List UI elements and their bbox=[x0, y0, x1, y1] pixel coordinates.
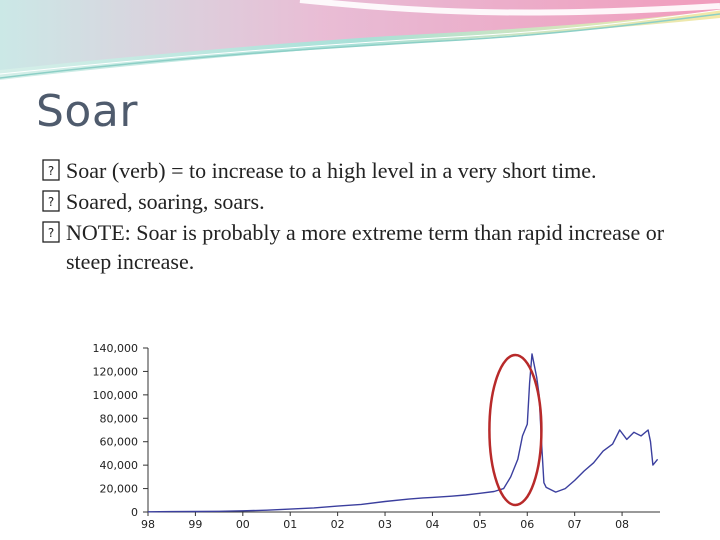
x-tick-label: 03 bbox=[378, 518, 392, 531]
y-tick-label: 60,000 bbox=[100, 436, 139, 449]
highlight-ellipse bbox=[488, 353, 543, 507]
x-tick-label: 06 bbox=[520, 518, 534, 531]
y-tick-label: 140,000 bbox=[93, 342, 139, 355]
bullet-item: ? Soar (verb) = to increase to a high le… bbox=[40, 156, 700, 185]
x-tick-label: 01 bbox=[283, 518, 297, 531]
y-tick-label: 100,000 bbox=[93, 389, 139, 402]
bullet-text: Soar (verb) = to increase to a high leve… bbox=[66, 158, 597, 183]
x-tick-label: 02 bbox=[331, 518, 345, 531]
x-tick-label: 05 bbox=[473, 518, 487, 531]
x-tick-label: 98 bbox=[141, 518, 155, 531]
replacement-box-icon: ? bbox=[42, 190, 60, 212]
y-tick-label: 20,000 bbox=[100, 483, 139, 496]
x-tick-label: 00 bbox=[236, 518, 250, 531]
line-chart: 0 20,000 40,000 60,000 80,000 100,000 120,000 1… bbox=[93, 342, 660, 531]
slide-title: Soar bbox=[36, 86, 138, 137]
replacement-box-icon: ? bbox=[42, 221, 60, 243]
bullet-list: ? Soar (verb) = to increase to a high le… bbox=[40, 156, 700, 278]
bullet-text: Soared, soaring, soars. bbox=[66, 189, 265, 214]
x-tick-label: 99 bbox=[188, 518, 202, 531]
y-tick-label: 0 bbox=[131, 506, 138, 519]
x-tick-label: 04 bbox=[425, 518, 439, 531]
y-tick-label: 40,000 bbox=[100, 459, 139, 472]
bullet-item: ? Soared, soaring, soars. bbox=[40, 187, 700, 216]
svg-text:?: ? bbox=[48, 164, 54, 178]
series-line-value bbox=[147, 353, 659, 513]
svg-text:?: ? bbox=[48, 195, 54, 209]
svg-text:?: ? bbox=[48, 226, 54, 240]
y-tick-label: 120,000 bbox=[93, 365, 139, 378]
x-tick-label: 07 bbox=[568, 518, 582, 531]
decorative-wave-banner bbox=[0, 0, 720, 80]
x-tick-label: 08 bbox=[615, 518, 629, 531]
replacement-box-icon: ? bbox=[42, 159, 60, 181]
bullet-text: NOTE: Soar is probably a more extreme te… bbox=[66, 220, 665, 274]
bullet-item: ? NOTE: Soar is probably a more extreme … bbox=[40, 218, 700, 276]
y-tick-label: 80,000 bbox=[100, 412, 139, 425]
